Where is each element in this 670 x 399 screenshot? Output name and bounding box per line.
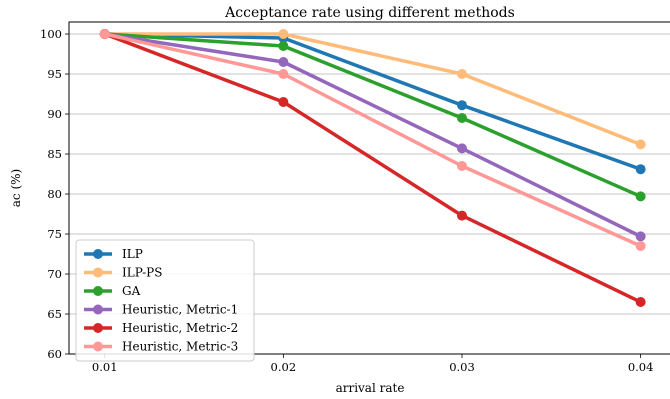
legend-label: GA: [122, 284, 141, 298]
series-line: [102, 32, 643, 239]
legend-item: Heuristic, Metric-1: [84, 303, 238, 317]
y-tick-label: 80: [47, 187, 62, 201]
x-axis-ticks: 0.01 0.02 0.03 0.04: [92, 354, 654, 374]
legend-label: Heuristic, Metric-1: [122, 303, 238, 317]
legend-marker: [93, 267, 103, 278]
y-axis-label: ac (%): [9, 169, 23, 207]
series-heuristic-metric-3: [99, 29, 646, 251]
legend: ILP ILP-PS GA Heuristic, Metric-1 Heuristic,…: [75, 239, 255, 362]
data-point: [635, 231, 646, 242]
data-point: [99, 29, 110, 39]
y-tick-label: 100: [40, 27, 62, 41]
series-heuristic-metric-1: [99, 29, 646, 242]
legend-marker: [93, 304, 103, 315]
data-point: [456, 69, 467, 79]
legend-label: ILP: [122, 247, 143, 261]
data-point: [278, 69, 289, 79]
y-axis-ticks: 60 65 70 75 80 85 90 95 100: [40, 27, 69, 361]
legend-marker: [93, 286, 103, 296]
data-point: [456, 100, 467, 111]
y-tick-label: 60: [47, 347, 62, 361]
legend-item: GA: [84, 284, 141, 298]
chart-title: Acceptance rate using different methods: [224, 5, 515, 21]
y-tick-label: 75: [47, 227, 62, 241]
x-tick-label: 0.04: [628, 360, 654, 374]
legend-item: ILP-PS: [84, 266, 162, 280]
data-point: [278, 97, 289, 107]
series-line: [102, 32, 643, 171]
data-point: [635, 164, 646, 175]
series-line: [102, 32, 643, 248]
legend-box: [75, 239, 255, 362]
data-point: [278, 57, 289, 67]
plot-series: [99, 29, 646, 307]
data-point: [456, 143, 467, 154]
data-point: [278, 41, 289, 51]
plot-frame: [68, 21, 670, 355]
data-point: [456, 210, 467, 221]
legend-item: Heuristic, Metric-3: [84, 340, 238, 354]
y-tick-label: 95: [47, 67, 62, 81]
data-point: [635, 297, 646, 307]
series-line: [102, 32, 643, 147]
x-tick-label: 0.03: [449, 360, 475, 374]
legend-label: ILP-PS: [122, 266, 162, 280]
data-point: [278, 29, 289, 39]
data-point: [456, 113, 467, 123]
legend-item: Heuristic, Metric-2: [84, 321, 238, 335]
x-tick-label: 0.01: [92, 360, 118, 374]
legend-label: Heuristic, Metric-3: [122, 340, 238, 354]
y-tick-label: 70: [47, 267, 62, 281]
x-axis-label: arrival rate: [336, 381, 405, 395]
legend-label: Heuristic, Metric-2: [122, 321, 238, 335]
y-tick-label: 90: [47, 107, 62, 121]
legend-marker: [93, 249, 103, 259]
data-point: [635, 139, 646, 150]
series-line: [102, 32, 643, 304]
data-point: [456, 161, 467, 171]
legend-marker: [93, 341, 103, 352]
legend-item: ILP: [84, 247, 143, 261]
y-tick-label: 85: [47, 147, 62, 161]
y-tick-label: 65: [47, 307, 62, 321]
x-tick-label: 0.02: [271, 360, 297, 374]
data-point: [635, 191, 646, 202]
data-point: [635, 241, 646, 251]
series-line: [102, 32, 643, 199]
legend-marker: [93, 323, 103, 333]
